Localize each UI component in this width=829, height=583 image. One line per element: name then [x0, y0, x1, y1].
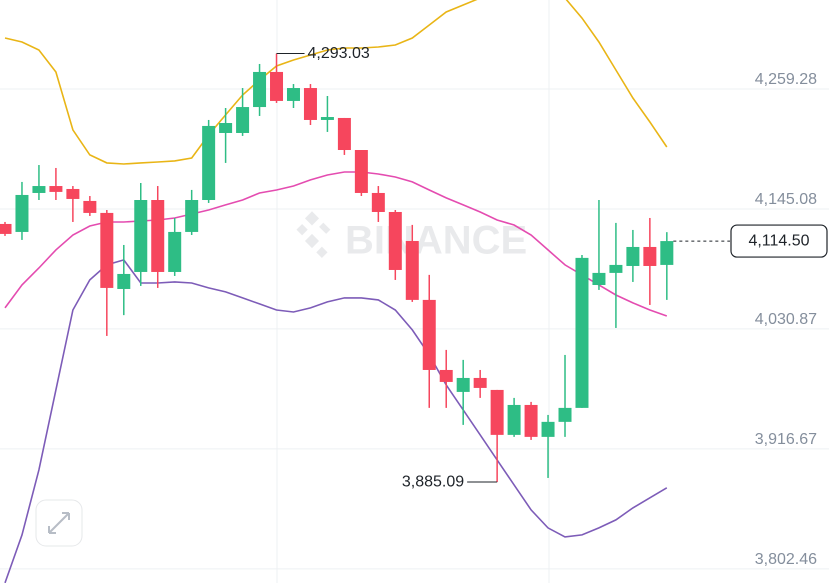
candle-body — [337, 117, 351, 151]
watermark-text: BINANCE — [345, 219, 527, 263]
candle-body — [507, 404, 521, 435]
candle-body — [303, 88, 317, 120]
candle-body — [456, 377, 470, 392]
expand-button[interactable] — [35, 499, 83, 547]
candle-body — [32, 186, 46, 193]
y-tick-label: 3,916.67 — [755, 431, 817, 448]
candle-body — [643, 246, 657, 266]
candle-body — [117, 273, 131, 289]
y-tick-label: 4,259.28 — [755, 71, 817, 88]
candle-body — [219, 123, 233, 133]
candle-body — [541, 421, 555, 437]
candle-body — [609, 264, 623, 273]
last-price-label: 4,114.50 — [748, 232, 809, 249]
candle-body — [286, 88, 300, 101]
candle-body — [66, 188, 80, 199]
candle-body — [320, 117, 334, 120]
candle-body — [15, 194, 29, 232]
candle-body — [151, 200, 165, 272]
watermark-logo — [296, 211, 331, 258]
candle-body — [354, 150, 368, 193]
candle-body — [592, 272, 606, 285]
band-line — [4, 171, 668, 317]
band-line — [4, 0, 668, 165]
candle-body — [202, 125, 216, 201]
y-tick-label: 4,145.08 — [755, 191, 817, 208]
candle-body — [236, 107, 250, 133]
candle-body — [405, 240, 419, 300]
candle-body — [626, 246, 640, 266]
candle-body — [575, 257, 589, 408]
y-tick-label: 3,802.46 — [755, 551, 817, 568]
high-label: 4,293.03 — [308, 45, 370, 62]
candle-body — [253, 71, 267, 108]
expand-icon[interactable] — [48, 512, 70, 534]
candle-body — [83, 200, 97, 213]
candle-body — [524, 404, 538, 437]
candle-body — [134, 200, 148, 272]
candle-body — [388, 211, 402, 270]
candle-body — [660, 241, 674, 265]
candle-body — [270, 71, 284, 101]
candle-body — [490, 389, 504, 435]
candle-body — [439, 369, 453, 382]
last-price-box — [730, 224, 828, 258]
candle-body — [185, 200, 199, 232]
candle-body — [473, 377, 487, 388]
candle-body — [100, 212, 114, 288]
candle-body — [0, 223, 12, 234]
band-line — [4, 258, 668, 583]
low-label: 3,885.09 — [402, 473, 464, 490]
watermark: BINANCE — [296, 211, 527, 263]
candle-body — [371, 192, 385, 212]
candle-body — [168, 231, 182, 272]
candle-body — [422, 299, 436, 370]
candle-body — [558, 407, 572, 422]
candle-body — [49, 186, 63, 192]
y-tick-label: 4,030.87 — [755, 311, 817, 328]
